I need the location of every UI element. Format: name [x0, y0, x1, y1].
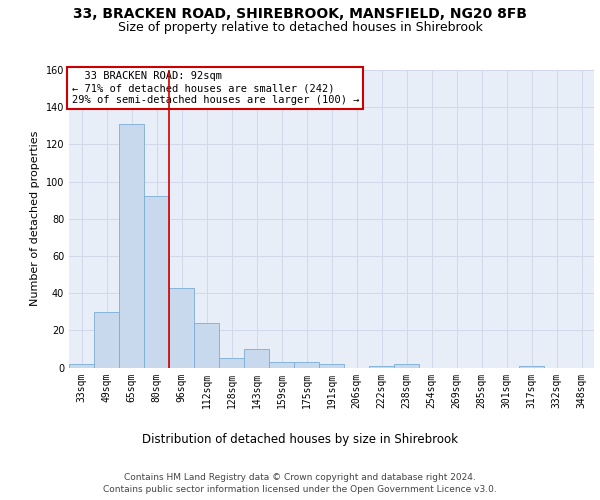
Bar [519, 366, 544, 368]
Bar [94, 312, 119, 368]
Bar [169, 288, 194, 368]
Bar [244, 349, 269, 368]
Bar [394, 364, 419, 368]
Text: 33 BRACKEN ROAD: 92sqm
← 71% of detached houses are smaller (242)
29% of semi-de: 33 BRACKEN ROAD: 92sqm ← 71% of detached… [71, 72, 359, 104]
Bar [119, 124, 144, 368]
Bar [294, 362, 319, 368]
Bar [144, 196, 169, 368]
Y-axis label: Number of detached properties: Number of detached properties [30, 131, 40, 306]
Text: Contains HM Land Registry data © Crown copyright and database right 2024.: Contains HM Land Registry data © Crown c… [124, 472, 476, 482]
Bar [219, 358, 244, 368]
Text: Distribution of detached houses by size in Shirebrook: Distribution of detached houses by size … [142, 432, 458, 446]
Text: Size of property relative to detached houses in Shirebrook: Size of property relative to detached ho… [118, 21, 482, 34]
Text: Contains public sector information licensed under the Open Government Licence v3: Contains public sector information licen… [103, 485, 497, 494]
Bar [269, 362, 294, 368]
Bar [319, 364, 344, 368]
Text: 33, BRACKEN ROAD, SHIREBROOK, MANSFIELD, NG20 8FB: 33, BRACKEN ROAD, SHIREBROOK, MANSFIELD,… [73, 8, 527, 22]
Bar [369, 366, 394, 368]
Bar [194, 323, 219, 368]
Bar [69, 364, 94, 368]
